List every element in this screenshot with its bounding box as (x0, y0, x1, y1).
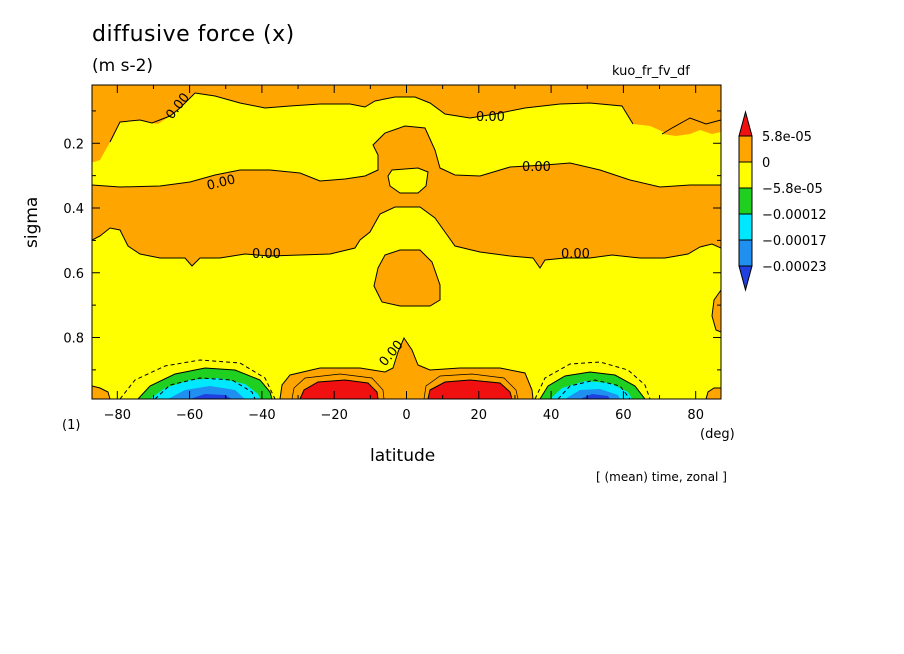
contour-label-2: 0.00 (476, 110, 505, 125)
contour-line-middle-upper (92, 125, 721, 188)
plot-area: 0.00 0.00 0.00 0.00 0.00 0.00 0.00 (92, 85, 721, 399)
x-tick-label: −80 (104, 408, 131, 423)
region-yellow-hole (388, 168, 428, 193)
contour-line-dashed-south-1 (119, 359, 276, 399)
contour-line-red-inner-south (291, 373, 385, 399)
contour-line-red-north (427, 379, 513, 399)
x-axis-label: latitude (370, 446, 436, 466)
region-orange-middle (92, 126, 721, 268)
contour-line-red-inner-north (423, 373, 519, 399)
region-darkblue-south (190, 394, 232, 399)
contour-label-6: 0.00 (561, 247, 590, 262)
contour-line-right-patch (661, 117, 721, 135)
chart-title: diffusive force (x) (92, 22, 295, 47)
colorbar-arrow-bottom (738, 265, 753, 292)
region-red-south (300, 380, 378, 399)
colorbar-label: −0.00023 (762, 260, 827, 275)
contour-label-4: 0.00 (522, 160, 551, 175)
averaging-note: [ (mean) time, zonal ] (596, 470, 727, 484)
x-axis-unit: (deg) (700, 427, 735, 442)
x-tick-label: 40 (543, 408, 560, 423)
contour-label-3: 0.00 (205, 172, 237, 194)
colorbar-swatch (738, 135, 753, 163)
colorbar-swatch (738, 161, 753, 189)
panel-label: (1) (62, 418, 81, 433)
contour-line-hole (387, 167, 429, 194)
y-tick-label: 0.4 (63, 202, 84, 217)
colorbar-label: −5.8e-05 (762, 182, 823, 197)
colorbar-label: 5.8e-05 (762, 130, 812, 145)
contour-line-blob (373, 249, 441, 307)
region-orange-top (92, 85, 721, 162)
region-orange-right-corner (706, 388, 721, 399)
region-orange-right-patch (662, 118, 721, 136)
x-axis: −80 −60 −40 −20 0 20 40 60 80 (104, 85, 704, 423)
colorbar-swatch (738, 239, 753, 267)
region-orange-left-corner (92, 386, 110, 399)
contour-line-left-corner (92, 385, 111, 399)
x-tick-label: 80 (687, 408, 704, 423)
contour-line-top (109, 92, 634, 143)
colorbar-label: −0.00017 (762, 234, 827, 249)
colorbar: 5.8e-05 0 −5.8e-05 −0.00012 −0.00017 −0.00023 (738, 110, 827, 292)
region-orange-blob (374, 250, 440, 306)
contour-line-green-south (137, 367, 273, 399)
y-tick-label: 0.2 (63, 137, 84, 152)
x-tick-label: 0 (402, 408, 410, 423)
contour-line-edge (711, 289, 721, 333)
region-red-north (428, 380, 512, 399)
colorbar-swatch (738, 213, 753, 241)
colorbar-label: 0 (762, 156, 770, 171)
contour-line-dashed-north-1 (534, 361, 651, 399)
contour-line-middle-lower (92, 206, 721, 269)
contour-line-dashed-north-2 (557, 379, 631, 399)
x-tick-label: 20 (471, 408, 488, 423)
x-tick-label: −60 (176, 408, 203, 423)
colorbar-arrow-top (738, 110, 753, 137)
contour-line-red-south (299, 379, 379, 399)
contour-label-5: 0.00 (252, 247, 281, 262)
y-tick-label: 0.6 (63, 267, 84, 282)
contour-line-dashed-south-2 (154, 377, 256, 399)
variable-name: kuo_fr_fv_df (612, 64, 690, 79)
contour-line-bottom (279, 336, 534, 399)
y-tick-label: 0.8 (63, 331, 84, 346)
x-tick-label: −40 (248, 408, 275, 423)
colorbar-label: −0.00012 (762, 208, 827, 223)
y-axis: 0.2 0.4 0.6 0.8 (63, 110, 721, 371)
units-label: (m s-2) (92, 56, 154, 76)
contour-line-green-north (539, 371, 646, 399)
x-tick-label: 60 (615, 408, 632, 423)
colorbar-swatch (738, 187, 753, 215)
x-tick-label: −20 (320, 408, 347, 423)
contour-line-right-corner (705, 387, 721, 399)
